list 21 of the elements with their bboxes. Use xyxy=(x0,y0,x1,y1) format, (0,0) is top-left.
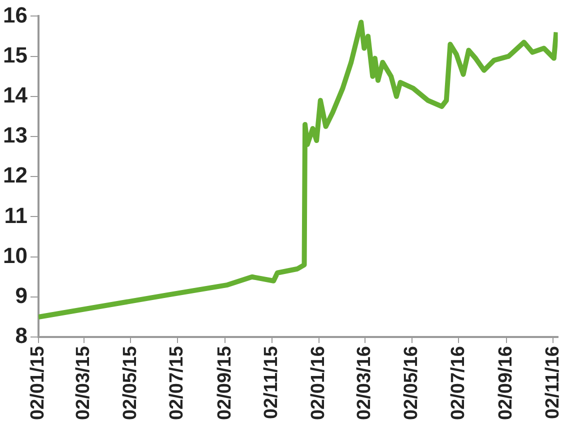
x-tick-label: 02/09/15 xyxy=(214,346,236,420)
x-tick-label: 02/09/16 xyxy=(496,346,517,420)
y-tick-label: 11 xyxy=(4,202,28,228)
x-tick-label: 02/11/15 xyxy=(261,346,282,419)
y-tick-label: 8 xyxy=(15,323,28,348)
x-tick-label: 02/07/15 xyxy=(166,346,188,420)
x-tick-label: 02/01/16 xyxy=(308,346,330,420)
x-tick-label: 02/05/16 xyxy=(401,346,422,420)
x-tick-label: 02/11/16 xyxy=(542,346,564,419)
y-tick-label: 12 xyxy=(2,162,28,188)
y-tick-label: 14 xyxy=(2,82,28,108)
x-tick-label: 02/03/16 xyxy=(354,346,376,420)
y-tick-label: 15 xyxy=(2,42,28,68)
y-tick-label: 16 xyxy=(2,2,28,28)
y-tick-label: 9 xyxy=(15,283,28,308)
y-tick-label: 13 xyxy=(2,122,28,148)
x-tick-label: 02/03/15 xyxy=(73,346,94,420)
x-tick-label: 02/07/16 xyxy=(448,346,469,420)
x-tick-label: 02/05/15 xyxy=(120,346,141,420)
y-tick-label: 10 xyxy=(2,242,28,268)
x-tick-label: 02/01/15 xyxy=(28,346,49,420)
